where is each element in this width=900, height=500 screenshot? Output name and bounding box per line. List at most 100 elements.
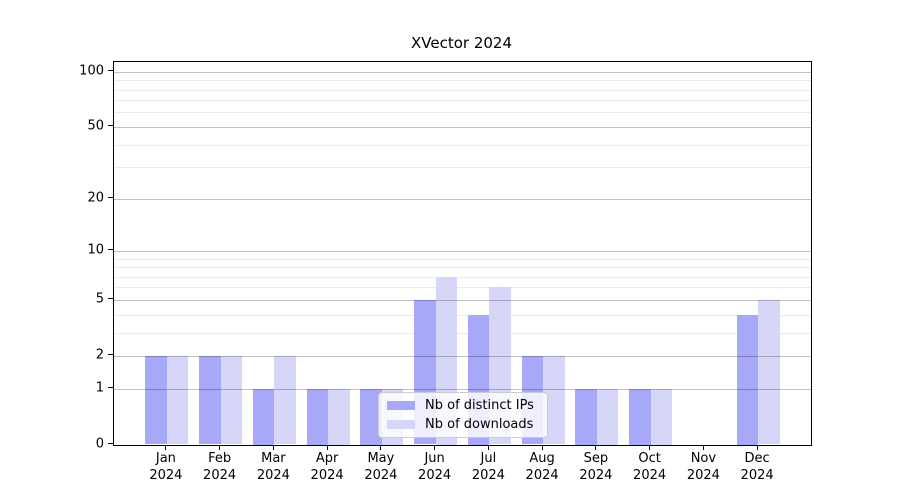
month-label: Nov <box>690 450 717 466</box>
gridline-minor <box>114 80 811 82</box>
legend-swatch-distinct-ips <box>387 401 415 410</box>
bar-ips-may <box>360 388 382 445</box>
gridline-major <box>114 299 811 301</box>
x-tick-mark <box>756 444 758 450</box>
month-label: Sep <box>583 450 609 466</box>
year-label: 2024 <box>364 467 398 483</box>
x-tick-mark <box>165 444 167 450</box>
month-label: Feb <box>208 450 232 466</box>
gridline-minor <box>114 167 811 169</box>
year-label: 2024 <box>310 467 344 483</box>
month-label: May <box>367 450 395 466</box>
bar-ips-feb <box>199 355 221 445</box>
x-tick-mark <box>595 444 597 450</box>
x-tick-label-feb: Feb 2024 <box>190 450 250 484</box>
bar-ips-oct <box>629 388 651 445</box>
x-tick-label-mar: Mar 2024 <box>243 450 303 484</box>
y-tick-mark <box>108 197 113 199</box>
y-tick-mark <box>108 70 113 72</box>
y-tick-label: 10 <box>87 242 104 258</box>
gridline-minor <box>114 89 811 91</box>
month-label: Apr <box>315 450 339 466</box>
y-tick-mark <box>108 125 113 127</box>
y-tick-label: 50 <box>87 118 104 134</box>
x-tick-mark <box>380 444 382 450</box>
bar-downloads-jan <box>166 355 189 445</box>
year-label: 2024 <box>579 467 613 483</box>
bar-downloads-sep <box>596 388 619 445</box>
bar-downloads-feb <box>220 355 243 445</box>
x-tick-mark <box>487 444 489 450</box>
bar-downloads-aug <box>543 355 565 445</box>
bar-ips-jan <box>145 355 167 445</box>
month-label: Mar <box>261 450 286 466</box>
year-label: 2024 <box>471 467 505 483</box>
gridline-major <box>114 126 811 128</box>
month-label: Jul <box>480 450 497 466</box>
gridline-major <box>114 355 811 357</box>
month-label: Oct <box>638 450 661 466</box>
year-label: 2024 <box>633 467 667 483</box>
year-label: 2024 <box>686 467 720 483</box>
gridline-minor <box>114 267 811 268</box>
month-label: Dec <box>744 450 770 466</box>
gridline-minor <box>114 258 811 260</box>
y-tick-label: 100 <box>79 63 104 79</box>
x-tick-label-may: May 2024 <box>351 450 411 484</box>
y-tick-mark <box>108 298 113 300</box>
y-tick-mark <box>108 249 113 251</box>
gridline-minor <box>114 276 811 278</box>
month-label: Jan <box>155 450 176 466</box>
x-tick-label-oct: Oct 2024 <box>620 450 680 484</box>
gridline-major <box>114 388 811 390</box>
gridline-major <box>114 250 811 252</box>
x-tick-label-jan: Jan 2024 <box>136 450 196 484</box>
legend-item-distinct-ips: Nb of distinct IPs <box>379 398 547 413</box>
year-label: 2024 <box>740 467 774 483</box>
plot-area <box>113 61 812 446</box>
bar-downloads-oct <box>650 388 673 445</box>
bar-downloads-apr <box>328 388 350 445</box>
legend-label-downloads: Nb of downloads <box>425 417 534 432</box>
year-label: 2024 <box>149 467 183 483</box>
legend-item-downloads: Nb of downloads <box>379 417 547 432</box>
x-tick-label-jul: Jul 2024 <box>458 450 518 484</box>
x-tick-mark <box>434 444 436 450</box>
x-tick-label-aug: Aug 2024 <box>512 450 572 484</box>
month-label: Jun <box>424 450 445 466</box>
gridline-minor <box>114 287 811 289</box>
month-label: Aug <box>529 450 555 466</box>
x-tick-mark <box>541 444 543 450</box>
bar-downloads-mar <box>274 355 296 445</box>
x-tick-label-jun: Jun 2024 <box>405 450 465 484</box>
year-label: 2024 <box>203 467 237 483</box>
bar-ips-dec <box>736 314 759 445</box>
legend: Nb of distinct IPs Nb of downloads <box>378 392 548 438</box>
y-tick-label: 1 <box>95 380 104 395</box>
bar-ips-apr <box>306 388 329 445</box>
year-label: 2024 <box>418 467 452 483</box>
x-tick-label-dec: Dec 2024 <box>727 450 787 484</box>
x-tick-mark <box>649 444 651 450</box>
y-tick-label: 2 <box>95 347 104 363</box>
x-tick-mark <box>702 444 704 450</box>
x-tick-mark <box>326 444 328 450</box>
year-label: 2024 <box>525 467 559 483</box>
gridline-minor <box>114 332 811 334</box>
y-tick-label: 0 <box>95 436 104 451</box>
y-tick-mark <box>108 386 113 389</box>
gridline-major <box>114 71 811 73</box>
bar-ips-mar <box>252 388 275 445</box>
x-tick-label-nov: Nov 2024 <box>673 450 733 484</box>
gridline-minor <box>114 144 811 146</box>
gridline-major <box>114 198 811 200</box>
x-tick-mark <box>219 444 221 450</box>
bar-ips-sep <box>575 388 597 445</box>
y-tick-mark <box>108 354 113 356</box>
chart-title: XVector 2024 <box>410 34 512 52</box>
y-tick-mark <box>108 442 113 445</box>
x-tick-label-apr: Apr 2024 <box>297 450 357 484</box>
legend-swatch-downloads <box>387 420 415 429</box>
gridline-minor <box>114 112 811 114</box>
